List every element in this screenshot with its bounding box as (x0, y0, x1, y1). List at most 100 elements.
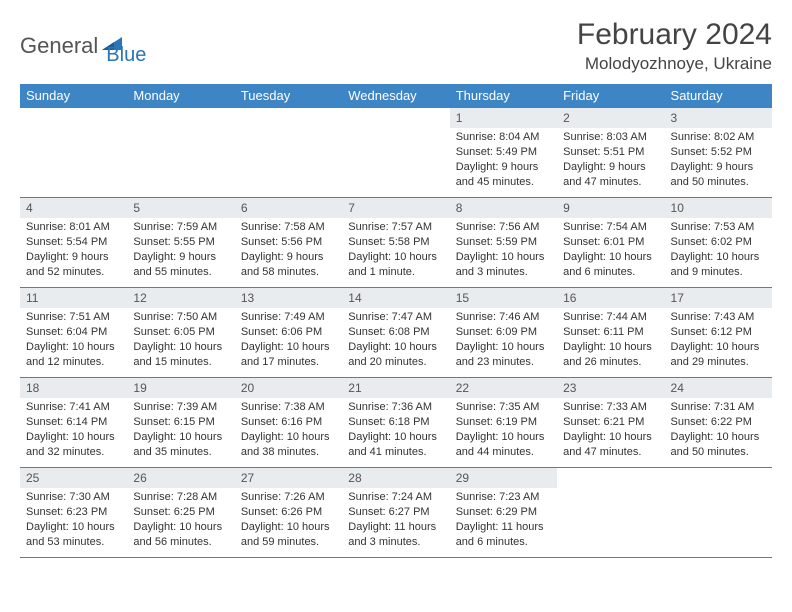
day-number: 6 (235, 198, 342, 218)
sunrise-text: Sunrise: 7:30 AM (26, 490, 121, 505)
daylight-text: and 20 minutes. (348, 355, 443, 370)
sunset-text: Sunset: 6:02 PM (671, 235, 766, 250)
calendar-cell: 21Sunrise: 7:36 AMSunset: 6:18 PMDayligh… (342, 378, 449, 468)
calendar-cell: 1Sunrise: 8:04 AMSunset: 5:49 PMDaylight… (450, 108, 557, 198)
sunrise-text: Sunrise: 7:39 AM (133, 400, 228, 415)
daylight-text: Daylight: 10 hours (26, 430, 121, 445)
sunset-text: Sunset: 5:49 PM (456, 145, 551, 160)
daylight-text: Daylight: 10 hours (671, 340, 766, 355)
sunrise-text: Sunrise: 7:53 AM (671, 220, 766, 235)
day-number: 15 (450, 288, 557, 308)
day-number: 10 (665, 198, 772, 218)
weekday-header: Tuesday (235, 84, 342, 108)
day-details: Sunrise: 7:47 AMSunset: 6:08 PMDaylight:… (342, 308, 449, 373)
weekday-header: Friday (557, 84, 664, 108)
day-details: Sunrise: 7:46 AMSunset: 6:09 PMDaylight:… (450, 308, 557, 373)
calendar-cell: 9Sunrise: 7:54 AMSunset: 6:01 PMDaylight… (557, 198, 664, 288)
calendar-cell: 27Sunrise: 7:26 AMSunset: 6:26 PMDayligh… (235, 468, 342, 558)
day-number: 23 (557, 378, 664, 398)
day-details: Sunrise: 7:24 AMSunset: 6:27 PMDaylight:… (342, 488, 449, 553)
day-number: 20 (235, 378, 342, 398)
calendar-cell: 23Sunrise: 7:33 AMSunset: 6:21 PMDayligh… (557, 378, 664, 468)
sunrise-text: Sunrise: 7:31 AM (671, 400, 766, 415)
day-number: 25 (20, 468, 127, 488)
daylight-text: and 59 minutes. (241, 535, 336, 550)
day-number: 28 (342, 468, 449, 488)
daylight-text: Daylight: 10 hours (563, 340, 658, 355)
calendar-cell: 2Sunrise: 8:03 AMSunset: 5:51 PMDaylight… (557, 108, 664, 198)
day-number: 8 (450, 198, 557, 218)
daylight-text: Daylight: 10 hours (671, 250, 766, 265)
calendar-cell (342, 108, 449, 198)
daylight-text: Daylight: 10 hours (563, 250, 658, 265)
daylight-text: and 32 minutes. (26, 445, 121, 460)
sunset-text: Sunset: 6:22 PM (671, 415, 766, 430)
sunset-text: Sunset: 5:51 PM (563, 145, 658, 160)
day-number: 17 (665, 288, 772, 308)
calendar-cell: 19Sunrise: 7:39 AMSunset: 6:15 PMDayligh… (127, 378, 234, 468)
day-number: 29 (450, 468, 557, 488)
daylight-text: and 58 minutes. (241, 265, 336, 280)
calendar-cell (557, 468, 664, 558)
daylight-text: Daylight: 9 hours (26, 250, 121, 265)
day-details: Sunrise: 7:38 AMSunset: 6:16 PMDaylight:… (235, 398, 342, 463)
daylight-text: and 12 minutes. (26, 355, 121, 370)
day-number: 11 (20, 288, 127, 308)
title-block: February 2024 Molodyozhnoye, Ukraine (577, 18, 772, 74)
calendar-cell: 6Sunrise: 7:58 AMSunset: 5:56 PMDaylight… (235, 198, 342, 288)
sunset-text: Sunset: 6:16 PM (241, 415, 336, 430)
calendar-cell: 5Sunrise: 7:59 AMSunset: 5:55 PMDaylight… (127, 198, 234, 288)
sunrise-text: Sunrise: 7:50 AM (133, 310, 228, 325)
sunrise-text: Sunrise: 8:04 AM (456, 130, 551, 145)
daylight-text: Daylight: 10 hours (26, 340, 121, 355)
sunrise-text: Sunrise: 7:38 AM (241, 400, 336, 415)
sunset-text: Sunset: 5:56 PM (241, 235, 336, 250)
day-number: 27 (235, 468, 342, 488)
calendar-cell (665, 468, 772, 558)
sunrise-text: Sunrise: 7:58 AM (241, 220, 336, 235)
day-details: Sunrise: 7:41 AMSunset: 6:14 PMDaylight:… (20, 398, 127, 463)
daylight-text: and 44 minutes. (456, 445, 551, 460)
weekday-header: Sunday (20, 84, 127, 108)
daylight-text: Daylight: 10 hours (456, 340, 551, 355)
calendar-cell: 3Sunrise: 8:02 AMSunset: 5:52 PMDaylight… (665, 108, 772, 198)
weekday-header-row: Sunday Monday Tuesday Wednesday Thursday… (20, 84, 772, 108)
day-details: Sunrise: 7:58 AMSunset: 5:56 PMDaylight:… (235, 218, 342, 283)
sunset-text: Sunset: 5:55 PM (133, 235, 228, 250)
calendar-row: 11Sunrise: 7:51 AMSunset: 6:04 PMDayligh… (20, 288, 772, 378)
daylight-text: and 52 minutes. (26, 265, 121, 280)
day-details: Sunrise: 7:49 AMSunset: 6:06 PMDaylight:… (235, 308, 342, 373)
daylight-text: Daylight: 10 hours (348, 340, 443, 355)
calendar-cell (20, 108, 127, 198)
calendar-cell: 25Sunrise: 7:30 AMSunset: 6:23 PMDayligh… (20, 468, 127, 558)
sunset-text: Sunset: 6:12 PM (671, 325, 766, 340)
day-details: Sunrise: 7:43 AMSunset: 6:12 PMDaylight:… (665, 308, 772, 373)
sunset-text: Sunset: 6:27 PM (348, 505, 443, 520)
calendar-cell: 26Sunrise: 7:28 AMSunset: 6:25 PMDayligh… (127, 468, 234, 558)
sunrise-text: Sunrise: 8:03 AM (563, 130, 658, 145)
sunset-text: Sunset: 6:21 PM (563, 415, 658, 430)
daylight-text: and 23 minutes. (456, 355, 551, 370)
sunrise-text: Sunrise: 7:26 AM (241, 490, 336, 505)
sunrise-text: Sunrise: 7:57 AM (348, 220, 443, 235)
day-details: Sunrise: 7:59 AMSunset: 5:55 PMDaylight:… (127, 218, 234, 283)
day-details (665, 472, 772, 478)
daylight-text: and 3 minutes. (348, 535, 443, 550)
daylight-text: Daylight: 9 hours (241, 250, 336, 265)
day-details (235, 112, 342, 118)
day-details: Sunrise: 8:01 AMSunset: 5:54 PMDaylight:… (20, 218, 127, 283)
day-details: Sunrise: 7:26 AMSunset: 6:26 PMDaylight:… (235, 488, 342, 553)
sunrise-text: Sunrise: 7:24 AM (348, 490, 443, 505)
day-number: 1 (450, 108, 557, 128)
calendar-cell: 11Sunrise: 7:51 AMSunset: 6:04 PMDayligh… (20, 288, 127, 378)
daylight-text: and 41 minutes. (348, 445, 443, 460)
sunset-text: Sunset: 5:58 PM (348, 235, 443, 250)
sunset-text: Sunset: 6:06 PM (241, 325, 336, 340)
sunset-text: Sunset: 5:59 PM (456, 235, 551, 250)
calendar-cell: 18Sunrise: 7:41 AMSunset: 6:14 PMDayligh… (20, 378, 127, 468)
daylight-text: Daylight: 10 hours (26, 520, 121, 535)
sunrise-text: Sunrise: 8:02 AM (671, 130, 766, 145)
day-number: 12 (127, 288, 234, 308)
day-number: 9 (557, 198, 664, 218)
header: General Blue February 2024 Molodyozhnoye… (20, 18, 772, 74)
